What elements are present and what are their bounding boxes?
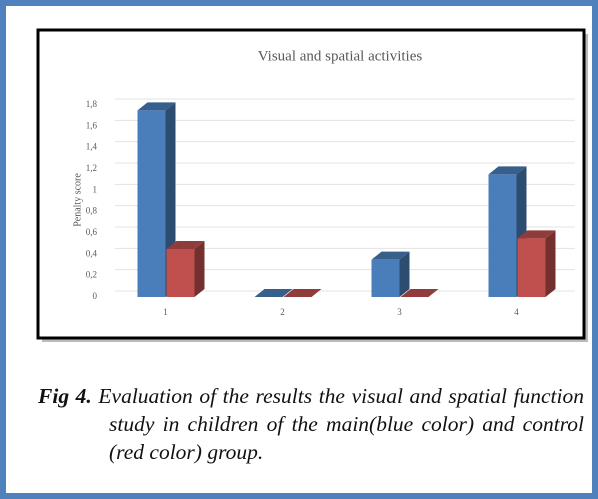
bar-side bbox=[545, 230, 556, 297]
bar-top bbox=[166, 241, 205, 249]
x-tick-label: 2 bbox=[280, 307, 285, 317]
bar bbox=[166, 241, 205, 297]
caption: Fig 4. Evaluation of the results the vis… bbox=[38, 382, 584, 466]
chart-title: Visual and spatial activities bbox=[258, 48, 423, 64]
bar bbox=[371, 251, 410, 297]
caption-label: Fig 4. bbox=[38, 384, 92, 408]
y-tick-label: 0,6 bbox=[86, 227, 98, 237]
y-tick-label: 1,6 bbox=[86, 120, 98, 130]
x-tick-label: 1 bbox=[163, 307, 168, 317]
bar bbox=[254, 289, 293, 297]
y-tick-label: 0,4 bbox=[86, 248, 98, 258]
y-tick-label: 1,8 bbox=[86, 99, 98, 109]
y-axis-label: Penalty score bbox=[72, 173, 83, 227]
y-tick-label: 0 bbox=[93, 291, 98, 301]
bar-side bbox=[399, 251, 410, 297]
y-tick-label: 1,4 bbox=[86, 142, 98, 152]
bar-front bbox=[166, 249, 195, 297]
bar-top bbox=[254, 289, 293, 297]
bar-side bbox=[194, 241, 205, 297]
y-tick-label: 0,2 bbox=[86, 270, 97, 280]
bar-top bbox=[488, 166, 527, 175]
bar-top bbox=[400, 289, 439, 297]
bar-front bbox=[488, 174, 517, 297]
bar-front bbox=[137, 110, 166, 297]
x-tick-label: 3 bbox=[397, 307, 402, 317]
bar-front bbox=[371, 259, 400, 297]
bar-top bbox=[137, 102, 176, 111]
bar bbox=[283, 289, 322, 297]
bar-top bbox=[283, 289, 322, 297]
bar-top bbox=[517, 230, 556, 239]
bar bbox=[517, 230, 556, 297]
y-tick-label: 0,8 bbox=[86, 206, 98, 216]
bar bbox=[137, 102, 176, 297]
caption-text: Evaluation of the results the visual and… bbox=[98, 384, 584, 464]
bar-front bbox=[517, 238, 546, 297]
bar-top bbox=[371, 251, 410, 260]
y-tick-label: 1,2 bbox=[86, 163, 97, 173]
bar bbox=[400, 289, 439, 297]
y-tick-label: 1 bbox=[93, 184, 98, 194]
x-tick-label: 4 bbox=[514, 307, 519, 317]
